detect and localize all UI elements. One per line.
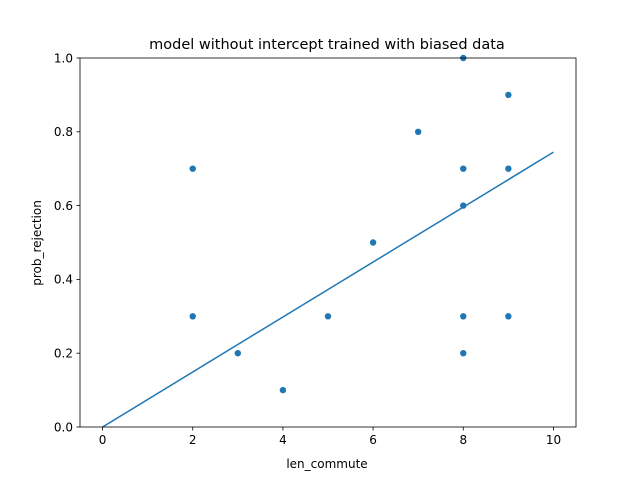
y-axis-label: prob_rejection (30, 200, 44, 286)
y-tick-label-5: 1.0 (54, 51, 73, 65)
plot-frame (79, 57, 577, 428)
x-tick-label-3: 6 (369, 433, 377, 447)
x-tick-label-0: 0 (99, 433, 107, 447)
data-point-11 (460, 313, 467, 320)
x-tick-label-1: 2 (189, 433, 197, 447)
data-point-9 (460, 165, 467, 172)
data-point-2 (189, 313, 196, 320)
fit-line (102, 151, 554, 428)
x-axis-label: len_commute (286, 457, 367, 471)
y-tick-label-0: 0.0 (54, 420, 73, 434)
y-tick-label-4: 0.8 (54, 125, 73, 139)
data-point-1 (189, 165, 196, 172)
y-tick-label-2: 0.4 (54, 273, 73, 287)
axes: 0 2 4 6 8 10 0.0 0.2 0.4 0.6 0.8 1.0 (54, 51, 577, 447)
data-point-3 (234, 350, 242, 357)
data-point-13 (505, 91, 512, 99)
data-point-12 (460, 350, 467, 357)
plot-area (102, 54, 554, 428)
y-tick-label-3: 0.6 (54, 199, 73, 213)
data-point-4 (279, 386, 287, 394)
data-point-15 (505, 313, 512, 320)
x-tick-label-5: 10 (546, 433, 561, 447)
y-tick-label-1: 0.2 (54, 347, 73, 361)
data-point-7 (414, 128, 422, 135)
data-point-6 (369, 239, 377, 246)
data-point-5 (324, 313, 332, 320)
x-tick-label-4: 8 (459, 433, 467, 447)
data-point-14 (505, 165, 512, 172)
x-tick-label-2: 4 (279, 433, 287, 447)
chart-title: model without intercept trained with bia… (149, 37, 505, 53)
